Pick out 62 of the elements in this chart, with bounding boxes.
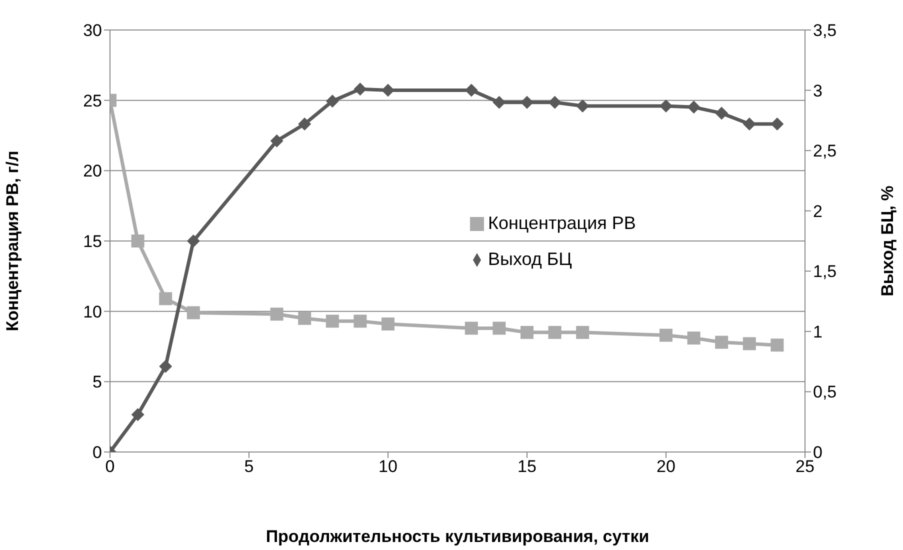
y-tick-label: 5 xyxy=(92,372,102,392)
point xyxy=(354,314,367,328)
y2-tick-label: 1,5 xyxy=(813,262,837,282)
point xyxy=(576,99,590,112)
point xyxy=(131,408,144,422)
point xyxy=(715,106,728,120)
point xyxy=(548,326,562,339)
y2-tick-label: 2,5 xyxy=(813,142,837,161)
x-axis-title: Продолжительность культивирования, сутки xyxy=(266,527,650,546)
y2-tick-label: 3 xyxy=(813,81,822,100)
point xyxy=(660,328,672,342)
point xyxy=(298,118,312,131)
point xyxy=(326,94,339,108)
point xyxy=(270,308,284,321)
legend-label: Концентрация РВ xyxy=(488,213,636,233)
point xyxy=(715,336,728,349)
legend-label: Выход БЦ xyxy=(488,249,572,269)
point xyxy=(382,317,394,330)
point xyxy=(326,314,339,328)
y-tick-label: 25 xyxy=(83,91,102,110)
point xyxy=(186,234,200,248)
y2-tick-label: 1 xyxy=(813,322,822,342)
point xyxy=(576,326,590,339)
point xyxy=(520,96,534,109)
point xyxy=(548,96,562,109)
x-tick-label: 10 xyxy=(378,457,398,476)
y2-tick-label: 3,5 xyxy=(813,21,837,40)
point xyxy=(770,118,784,131)
point xyxy=(382,84,394,97)
point xyxy=(464,84,478,97)
y-axis-title: Концентрация РВ, г/л xyxy=(3,150,22,332)
y-tick-label: 30 xyxy=(83,21,102,40)
y-tick-label: 15 xyxy=(83,232,102,252)
y2-axis-title: Выход БЦ, % xyxy=(878,186,898,296)
point xyxy=(742,118,756,131)
point xyxy=(159,292,172,306)
x-tick-label: 15 xyxy=(518,457,536,476)
point xyxy=(159,360,172,373)
point xyxy=(354,82,367,96)
x-tick-label: 25 xyxy=(796,457,814,476)
point xyxy=(186,306,200,320)
point xyxy=(298,312,312,325)
y2-tick-label: 2 xyxy=(813,202,822,221)
point xyxy=(660,99,672,112)
point xyxy=(464,322,478,335)
x-tick-label: 0 xyxy=(105,457,115,476)
point xyxy=(492,322,506,335)
point xyxy=(687,332,700,345)
point xyxy=(520,326,534,339)
point xyxy=(770,338,784,352)
x-tick-label: 5 xyxy=(244,457,254,476)
y-tick-label: 20 xyxy=(83,162,102,181)
y-tick-label: 10 xyxy=(83,302,102,322)
x-tick-label: 20 xyxy=(656,457,676,476)
point xyxy=(270,134,284,148)
y2-tick-label: 0 xyxy=(813,443,822,462)
y-tick-label: 0 xyxy=(92,443,102,462)
point xyxy=(492,96,506,109)
y2-tick-label: 0,5 xyxy=(813,382,837,402)
point xyxy=(742,337,756,350)
point xyxy=(687,100,700,114)
point xyxy=(131,234,144,248)
